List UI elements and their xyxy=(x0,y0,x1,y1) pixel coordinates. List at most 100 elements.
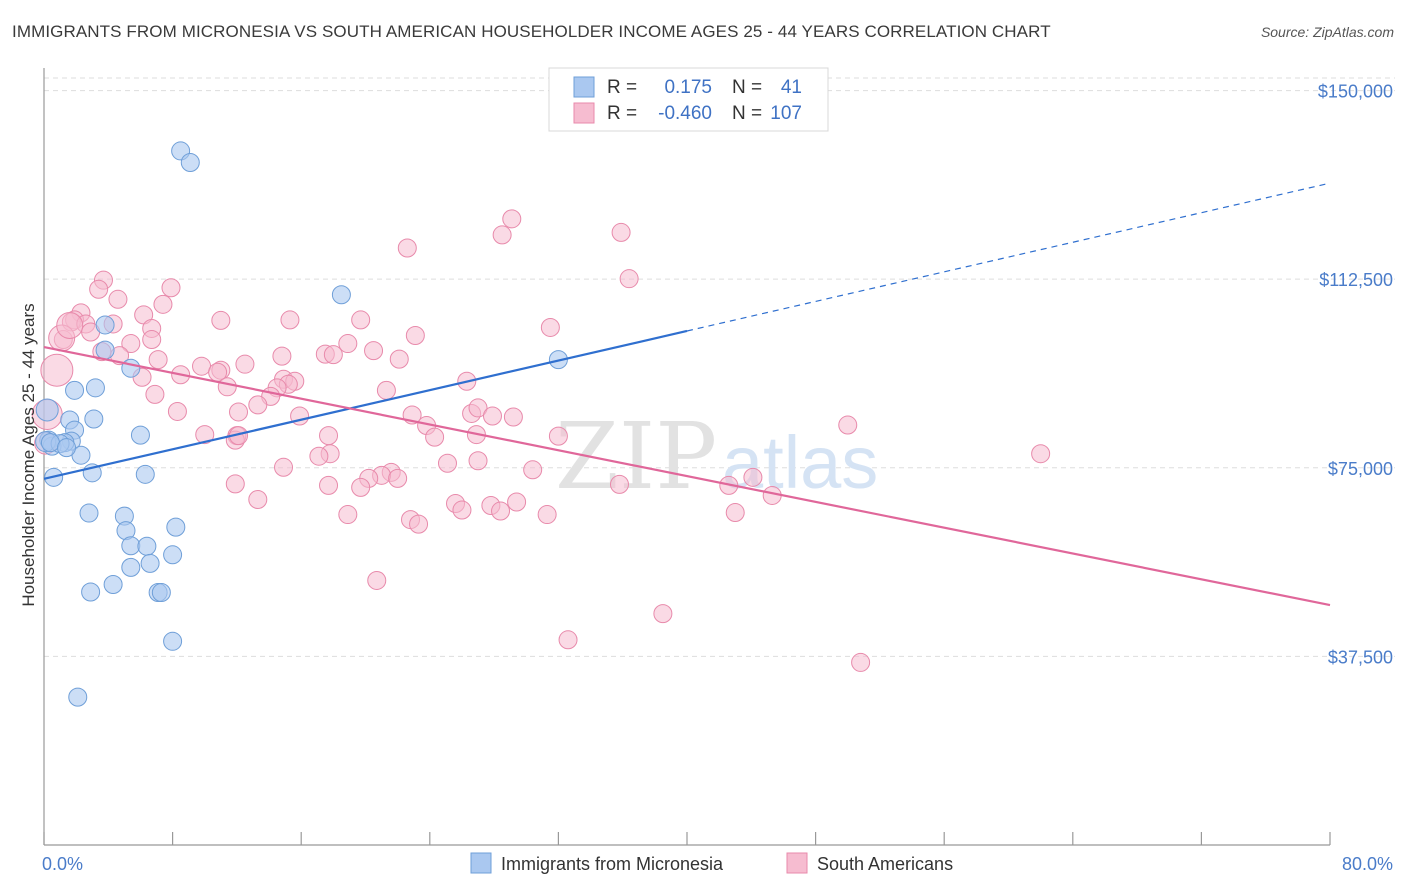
data-point-south-americans xyxy=(319,426,339,446)
legend-swatch-pink xyxy=(573,102,595,124)
data-point-south-americans xyxy=(482,406,502,426)
data-point-south-americans xyxy=(653,604,673,624)
data-point-micronesia xyxy=(65,380,85,400)
data-point-micronesia xyxy=(35,398,59,422)
data-point-south-americans xyxy=(1031,444,1051,464)
data-point-south-americans xyxy=(743,467,763,487)
data-point-south-americans xyxy=(537,505,557,525)
data-point-south-americans xyxy=(468,451,488,471)
data-point-micronesia xyxy=(151,583,171,603)
data-point-micronesia xyxy=(140,553,160,573)
data-point-south-americans xyxy=(376,380,396,400)
data-point-south-americans xyxy=(56,311,84,339)
data-point-south-americans xyxy=(388,468,408,488)
legend-r-value-2: -0.460 xyxy=(658,103,712,124)
data-point-south-americans xyxy=(274,457,294,477)
data-point-south-americans xyxy=(351,477,371,497)
data-point-south-americans xyxy=(502,209,522,229)
tick-labels: $37,500 $75,000 $112,500 $150,000 0.0% 80.0% xyxy=(42,82,1393,874)
series-micronesia xyxy=(35,141,568,707)
data-point-south-americans xyxy=(367,570,387,590)
data-point-south-americans xyxy=(167,401,187,421)
chart-title: IMMIGRANTS FROM MICRONESIA VS SOUTH AMER… xyxy=(12,22,1051,41)
data-point-micronesia xyxy=(68,687,88,707)
data-point-south-americans xyxy=(153,294,173,314)
data-point-south-americans xyxy=(161,278,181,298)
data-point-south-americans xyxy=(609,474,629,494)
data-point-south-americans xyxy=(838,415,858,435)
data-point-south-americans xyxy=(40,353,74,387)
legend-r-value-1: 0.175 xyxy=(664,77,712,98)
x-tick-label: 0.0% xyxy=(42,854,83,874)
data-point-south-americans xyxy=(319,475,339,495)
data-point-micronesia xyxy=(135,464,155,484)
trend-lines xyxy=(43,182,1331,607)
data-point-south-americans xyxy=(145,384,165,404)
legend-n-label-2: N = xyxy=(732,103,762,124)
data-point-south-americans xyxy=(323,345,343,365)
data-point-south-americans xyxy=(225,474,245,494)
x-tick-label: 80.0% xyxy=(1342,854,1393,874)
bottom-legend-label-pink: South Americans xyxy=(817,854,953,874)
data-point-south-americans xyxy=(492,225,512,245)
legend-r-label-1: R = xyxy=(607,77,637,98)
data-point-south-americans xyxy=(192,356,212,376)
data-point-south-americans xyxy=(195,425,215,445)
data-point-south-americans xyxy=(217,377,237,397)
y-axis-label: Householder Income Ages 25 - 44 years xyxy=(19,303,38,606)
data-point-south-americans xyxy=(503,407,523,427)
data-point-south-americans xyxy=(452,500,472,520)
data-point-south-americans xyxy=(851,652,871,672)
data-point-micronesia xyxy=(121,536,141,556)
data-point-micronesia xyxy=(40,433,60,453)
data-point-south-americans xyxy=(229,402,249,422)
data-point-south-americans xyxy=(89,279,109,299)
y-tick-label: $75,000 xyxy=(1328,459,1393,479)
data-point-micronesia xyxy=(130,425,150,445)
data-point-micronesia xyxy=(103,574,123,594)
data-point-south-americans xyxy=(142,330,162,350)
series-south-americans xyxy=(31,209,1051,672)
y-tick-label: $150,000 xyxy=(1318,82,1393,102)
data-point-south-americans xyxy=(272,346,292,366)
legend-box: R = 0.175 N = 41 R = -0.460 N = 107 xyxy=(548,67,829,132)
data-point-micronesia xyxy=(121,557,141,577)
data-point-micronesia xyxy=(180,152,200,172)
data-point-south-americans xyxy=(425,427,445,447)
data-point-south-americans xyxy=(338,505,358,525)
bottom-legend-swatch-pink xyxy=(786,852,808,874)
data-point-micronesia xyxy=(81,582,101,602)
data-point-south-americans xyxy=(491,501,511,521)
data-point-south-americans xyxy=(248,489,268,509)
data-point-micronesia xyxy=(163,545,183,565)
data-point-south-americans xyxy=(351,310,371,330)
data-point-south-americans xyxy=(540,317,560,337)
legend-n-label-1: N = xyxy=(732,77,762,98)
bottom-legend: Immigrants from Micronesia South America… xyxy=(470,852,953,874)
axes xyxy=(43,68,1331,846)
y-tick-label: $37,500 xyxy=(1328,647,1393,667)
data-point-south-americans xyxy=(409,514,429,534)
data-point-south-americans xyxy=(405,326,425,346)
data-point-micronesia xyxy=(121,358,141,378)
data-point-south-americans xyxy=(397,238,417,258)
data-point-south-americans xyxy=(611,222,631,242)
source-label: Source: ZipAtlas.com xyxy=(1260,24,1394,40)
data-point-micronesia xyxy=(137,536,157,556)
legend-n-value-1: 41 xyxy=(781,77,802,98)
data-point-south-americans xyxy=(309,446,329,466)
data-point-south-americans xyxy=(235,354,255,374)
data-point-micronesia xyxy=(57,438,77,458)
trend-line-micronesia xyxy=(43,329,688,480)
bottom-legend-label-blue: Immigrants from Micronesia xyxy=(501,854,724,874)
data-point-south-americans xyxy=(507,492,527,512)
data-point-south-americans xyxy=(364,341,384,361)
data-point-south-americans xyxy=(558,630,578,650)
data-point-south-americans xyxy=(619,269,639,289)
data-point-micronesia xyxy=(163,631,183,651)
data-point-south-americans xyxy=(148,350,168,370)
data-point-south-americans xyxy=(523,460,543,480)
trend-line-micronesia-extension xyxy=(686,182,1331,332)
watermark-zip: ZIP xyxy=(555,403,717,510)
